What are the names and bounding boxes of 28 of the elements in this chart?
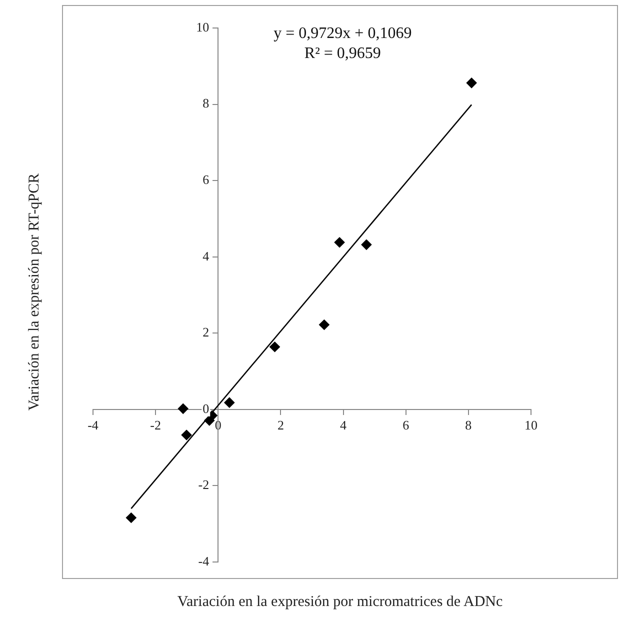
annotation: R² = 0,9659: [304, 45, 381, 62]
y-axis-title: Variación en la expresión por RT-qPCR: [26, 173, 44, 411]
point: [361, 240, 372, 250]
y-tick-label: 10: [196, 19, 210, 34]
y-tick-label: -2: [198, 477, 210, 492]
x-tick-label: 2: [277, 418, 284, 433]
point: [178, 404, 188, 414]
point: [319, 320, 330, 330]
x-tick-label: 4: [340, 418, 348, 433]
y-tick-label: 4: [202, 248, 210, 264]
x-axis-title: Variación en la expresión por micromatrices de ADNc: [176, 594, 504, 611]
y-tick-label: 6: [202, 172, 210, 187]
point: [466, 78, 477, 88]
point: [334, 237, 345, 248]
point: [224, 397, 235, 408]
y-tick-label: 0: [202, 400, 210, 416]
point: [270, 342, 280, 352]
x-tick-label: 8: [465, 418, 472, 433]
y-tick-label: -4: [198, 553, 210, 568]
y-tick-label: 8: [202, 96, 210, 111]
y-tick-label: 2: [202, 324, 210, 340]
annotation: y = 0,9729x + 0,1069: [274, 25, 412, 42]
x-tick-label: -4: [88, 418, 99, 433]
point: [181, 430, 192, 440]
x-tick-label: -2: [150, 418, 161, 433]
x-tick-label: 10: [524, 418, 538, 433]
x-tick-label: 6: [402, 418, 410, 433]
point: [126, 512, 136, 523]
